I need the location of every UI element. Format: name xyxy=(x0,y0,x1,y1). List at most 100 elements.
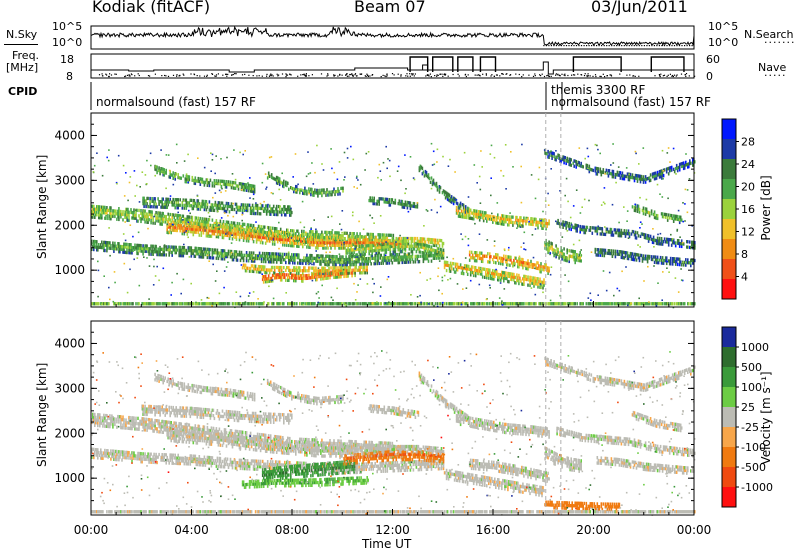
nave-dot xyxy=(197,75,198,76)
nave-dot xyxy=(686,73,687,74)
heatmap-cell xyxy=(144,210,146,213)
nave-dot xyxy=(289,74,290,75)
heatmap-cell xyxy=(134,244,136,247)
nave-dot xyxy=(539,74,540,75)
nave-dot xyxy=(413,73,414,74)
nave-dot xyxy=(179,75,180,76)
heatmap-cell xyxy=(219,201,221,204)
heatmap-cell xyxy=(143,197,145,200)
heatmap-cell xyxy=(303,230,305,233)
heatmap-cell xyxy=(274,266,276,269)
heatmap-cell xyxy=(286,273,288,276)
heatmap-cell xyxy=(177,173,179,176)
nave-dot xyxy=(282,73,283,74)
heatmap-cell xyxy=(213,256,215,259)
heatmap-cell xyxy=(237,259,239,262)
heatmap-cell xyxy=(126,243,128,246)
nave-dot xyxy=(585,73,586,74)
nsearch-dot xyxy=(576,45,577,46)
heatmap-cell xyxy=(168,245,170,248)
heatmap-cell xyxy=(189,175,191,178)
heatmap-cell xyxy=(198,177,200,180)
nave-dot xyxy=(176,76,177,77)
heatmap-cell xyxy=(209,200,211,203)
nave-dot xyxy=(102,75,103,76)
heatmap-cell xyxy=(255,265,257,268)
nsearch-dot xyxy=(551,45,552,46)
heatmap-cell xyxy=(167,213,169,216)
nave-dot xyxy=(297,76,298,77)
nave-dot xyxy=(138,73,139,74)
heatmap-cell xyxy=(288,188,290,191)
nsearch-dot xyxy=(676,45,677,46)
nave-dot xyxy=(431,76,432,77)
nave-dot xyxy=(564,74,565,75)
nave-dot xyxy=(548,75,549,76)
heatmap-cell xyxy=(228,221,230,224)
nave-dot xyxy=(595,76,596,77)
nave-dot xyxy=(479,75,480,76)
heatmap-cell xyxy=(128,211,130,214)
heatmap-cell xyxy=(155,245,157,248)
heatmap-cell xyxy=(147,197,149,200)
heatmap-cell xyxy=(108,302,110,305)
nave-dot xyxy=(116,74,117,75)
nave-dot xyxy=(134,75,135,76)
heatmap-cell xyxy=(214,209,216,212)
nave-dot xyxy=(339,75,340,76)
heatmap-cell xyxy=(303,274,305,277)
heatmap-cell xyxy=(280,302,282,305)
heatmap-cell xyxy=(231,221,233,224)
heatmap-cell xyxy=(212,248,214,251)
nave-dot xyxy=(266,76,267,77)
nave-dot xyxy=(215,76,216,77)
heatmap-cell xyxy=(279,208,281,211)
heatmap-cell xyxy=(193,302,195,305)
heatmap-cell xyxy=(149,197,151,200)
nave-dot xyxy=(173,75,174,76)
nave-dot xyxy=(277,75,278,76)
nsearch-dot xyxy=(664,45,665,46)
heatmap-cell xyxy=(159,212,161,215)
heatmap-cell xyxy=(288,253,290,256)
heatmap-cell xyxy=(256,302,258,305)
nave-dot xyxy=(670,74,671,75)
nsearch-dot xyxy=(584,45,585,46)
nave-dot xyxy=(581,74,582,75)
nave-dot xyxy=(561,74,562,75)
heatmap-cell xyxy=(273,205,275,208)
heatmap-cell xyxy=(308,187,310,190)
heatmap-cell xyxy=(98,302,100,305)
heatmap-cell xyxy=(228,180,230,183)
nsearch-dot xyxy=(581,45,582,46)
nave-dot xyxy=(206,76,207,77)
nave-dot xyxy=(383,75,384,76)
nave-dot xyxy=(592,76,593,77)
heatmap-cell xyxy=(262,241,264,244)
heatmap-cell xyxy=(228,250,230,253)
nsearch-dot xyxy=(651,45,652,46)
heatmap-cell xyxy=(321,231,323,234)
nave-dot xyxy=(129,74,130,75)
heatmap-cell xyxy=(221,185,223,188)
heatmap-cell xyxy=(287,229,289,232)
heatmap-cell xyxy=(163,168,165,171)
heatmap-cell xyxy=(162,198,164,201)
heatmap-cell xyxy=(130,208,132,211)
heatmap-cell xyxy=(263,280,265,283)
noise-trace xyxy=(91,27,694,46)
heatmap-cell xyxy=(301,230,303,233)
heatmap-cell xyxy=(198,217,200,220)
nave-dot xyxy=(442,76,443,77)
heatmap-cell xyxy=(105,217,107,220)
nave-dot xyxy=(381,76,382,77)
heatmap-cell xyxy=(210,248,212,251)
heatmap-cell xyxy=(202,217,204,220)
heatmap-cell xyxy=(210,179,212,182)
heatmap-cell xyxy=(138,209,140,212)
nave-dot xyxy=(111,74,112,75)
heatmap-cell xyxy=(236,203,238,206)
heatmap-cell xyxy=(155,203,157,206)
nave-dot xyxy=(356,75,357,76)
nave-dot xyxy=(300,74,301,75)
